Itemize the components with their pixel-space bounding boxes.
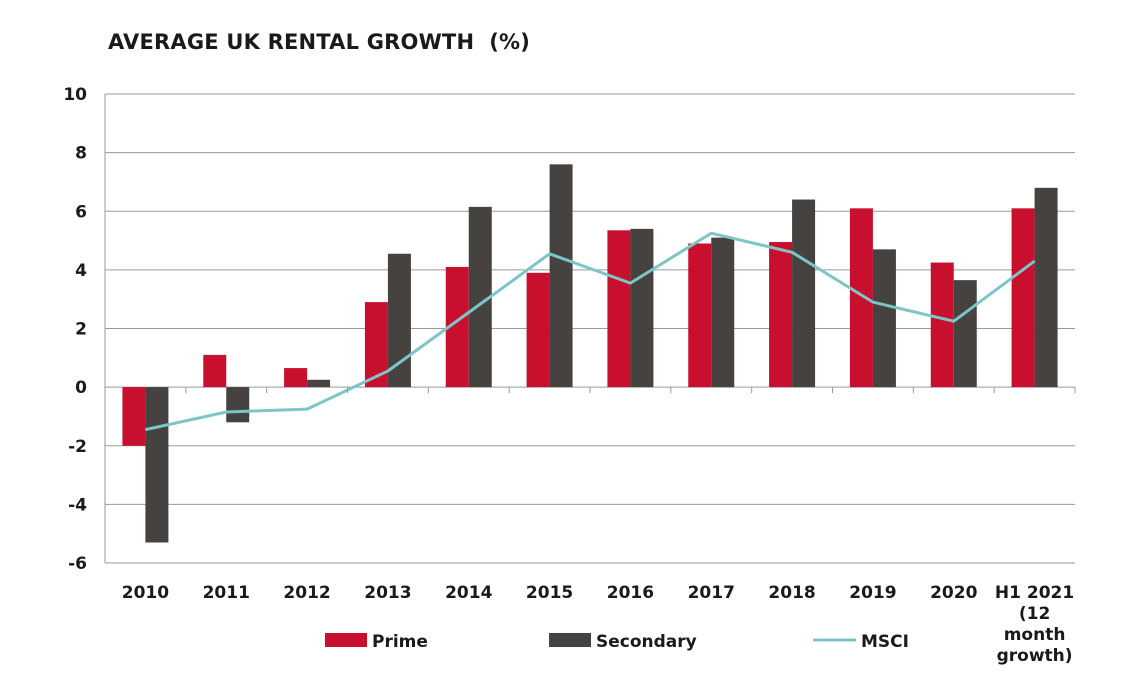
bar-prime-2015 xyxy=(526,272,550,388)
x-tick-label-line: 2017 xyxy=(688,583,735,603)
bar-secondary-2013 xyxy=(387,253,411,388)
bar-prime-2012 xyxy=(284,368,308,388)
legend-label-msci: MSCI xyxy=(861,632,909,652)
bar-prime-2013 xyxy=(364,302,388,388)
x-tick-label-line: 2011 xyxy=(203,583,250,603)
msci-line-layer xyxy=(145,231,1036,432)
legend-label-prime: Prime xyxy=(372,632,428,652)
bar-secondary-2014 xyxy=(468,206,492,388)
x-tick-label-3: 2013 xyxy=(364,583,411,603)
legend-swatch-prime xyxy=(325,633,367,647)
y-tick-label-2: 2 xyxy=(75,320,87,340)
x-tick-label-line: 2013 xyxy=(364,583,411,603)
bar-secondary-2012 xyxy=(307,379,331,388)
y-tick-label-4: 4 xyxy=(75,261,87,281)
y-tick-label-0: 0 xyxy=(75,378,87,398)
bar-prime-2016 xyxy=(607,230,631,388)
bar-secondary-h1 xyxy=(1034,187,1058,388)
x-tick-label-8: 2018 xyxy=(768,583,815,603)
x-tick-label-0: 2010 xyxy=(122,583,169,603)
x-tick-label-line: 2020 xyxy=(930,583,977,603)
axes: 10 8 6 4 2 0 -2 -4 -6 2010 2011 2012 2013 2014 2015 201… xyxy=(63,85,1076,666)
x-tick-label-line: 2016 xyxy=(607,583,654,603)
bar-secondary-2018 xyxy=(792,199,816,388)
x-tick-label-line: 2019 xyxy=(849,583,896,603)
x-tick-label-line: 2014 xyxy=(445,583,492,603)
x-tick-label-7: 2017 xyxy=(688,583,735,603)
bar-prime-2014 xyxy=(445,266,469,388)
x-tick-label-6: 2016 xyxy=(607,583,654,603)
y-tick-label--2: -2 xyxy=(68,437,87,457)
bar-secondary-2016 xyxy=(630,228,654,388)
x-tick-label-line: month xyxy=(1004,625,1066,645)
x-tick-label-10: 2020 xyxy=(930,583,977,603)
x-tick-label-4: 2014 xyxy=(445,583,492,603)
y-tick-label-10: 10 xyxy=(63,85,87,105)
legend-swatch-secondary xyxy=(549,633,591,647)
x-tick-label-9: 2019 xyxy=(849,583,896,603)
y-tick-label--4: -4 xyxy=(68,495,87,515)
bar-prime-h1 xyxy=(1011,208,1035,388)
bar-secondary-2020 xyxy=(953,280,977,388)
bar-secondary-2011 xyxy=(226,387,250,423)
x-tick-label-line: 2018 xyxy=(768,583,815,603)
x-tick-label-2: 2012 xyxy=(283,583,330,603)
bars xyxy=(122,164,1058,543)
x-tick-label-1: 2011 xyxy=(203,583,250,603)
msci-line xyxy=(145,231,1036,432)
bar-secondary-2019 xyxy=(872,249,896,388)
legend: Prime Secondary MSCI xyxy=(325,632,909,652)
x-tick-label-line: (12 xyxy=(1019,604,1050,624)
y-tick-label-6: 6 xyxy=(75,202,87,222)
y-tick-label--6: -6 xyxy=(68,554,87,574)
chart-title: AVERAGE UK RENTAL GROWTH (%) xyxy=(108,30,531,54)
bar-secondary-2015 xyxy=(549,164,573,388)
bar-prime-2017 xyxy=(688,243,712,388)
bar-secondary-2010 xyxy=(145,387,169,543)
bar-prime-2019 xyxy=(849,208,873,388)
x-tick-label-line: growth) xyxy=(997,646,1073,666)
bar-prime-2010 xyxy=(122,387,146,446)
bar-prime-2020 xyxy=(930,262,954,388)
gridlines xyxy=(105,93,1075,564)
y-tick-label-8: 8 xyxy=(75,144,87,164)
x-tick-label-11: H1 2021 (12 month growth) xyxy=(995,583,1074,666)
legend-label-secondary: Secondary xyxy=(596,632,697,652)
x-tick-label-line: H1 2021 xyxy=(995,583,1074,603)
x-tick-label-line: 2012 xyxy=(283,583,330,603)
bar-prime-2018 xyxy=(769,242,793,388)
x-tick-label-5: 2015 xyxy=(526,583,573,603)
x-tick-label-line: 2015 xyxy=(526,583,573,603)
bar-secondary-2017 xyxy=(711,237,735,388)
x-tick-label-line: 2010 xyxy=(122,583,169,603)
bar-prime-2011 xyxy=(203,354,227,388)
